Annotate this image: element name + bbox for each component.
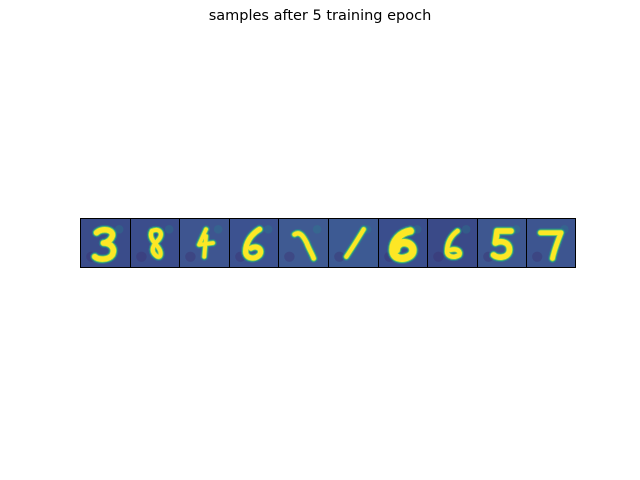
sample-panel-5 [278, 218, 329, 268]
sample-panel-10 [526, 218, 576, 268]
sample-panel-2 [129, 218, 181, 268]
sample-digit-image [279, 219, 328, 267]
sample-digit-image [428, 219, 477, 267]
sample-panel-7 [377, 218, 429, 268]
sample-digit-image [378, 219, 428, 267]
sample-panel-3 [179, 218, 230, 268]
sample-panel-6 [328, 218, 379, 268]
sample-panel-9 [476, 218, 528, 268]
sample-digit-image [477, 219, 527, 267]
sample-panel-8 [427, 218, 478, 268]
sample-digit-image [81, 219, 130, 267]
sample-digit-image [130, 219, 180, 267]
sample-strip [80, 218, 576, 268]
figure-title: samples after 5 training epoch [208, 8, 432, 24]
sample-digit-image [527, 219, 575, 267]
sample-panel-4 [228, 218, 280, 268]
sample-digit-image [229, 219, 279, 267]
sample-digit-image [329, 219, 378, 267]
sample-panel-1 [80, 218, 131, 268]
sample-digit-image [180, 219, 229, 267]
